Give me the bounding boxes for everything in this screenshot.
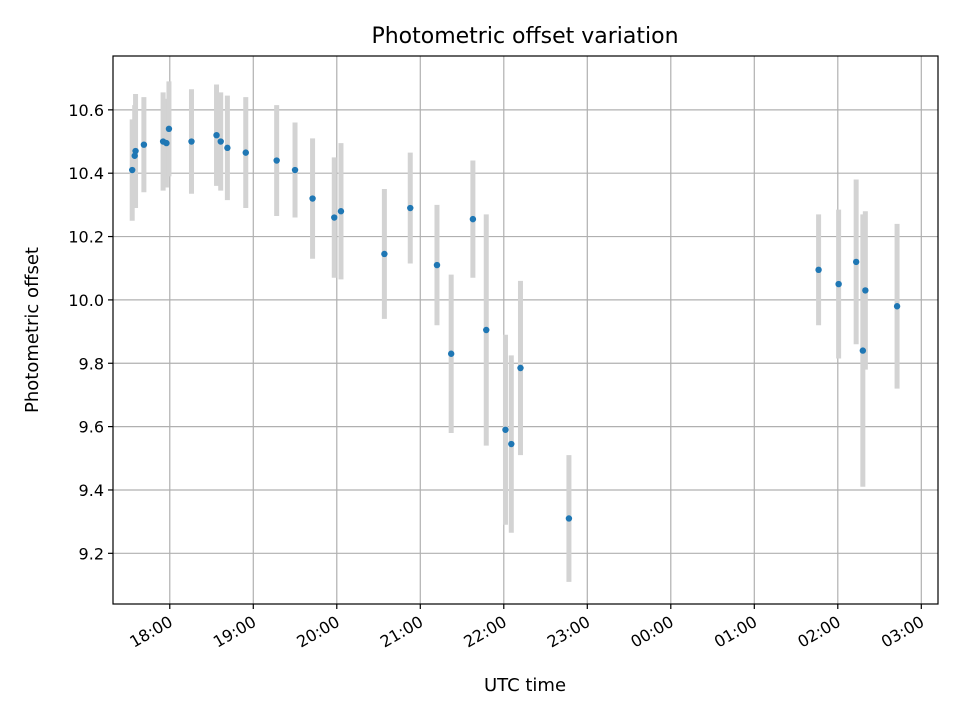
data-point: [433, 261, 441, 269]
y-tick-label: 9.4: [79, 481, 104, 500]
data-point: [213, 131, 220, 139]
x-tick-label: 18:00: [126, 612, 175, 652]
data-point: [140, 141, 148, 148]
data-points-layer: [129, 125, 901, 522]
data-point: [132, 147, 139, 155]
data-point: [835, 280, 842, 288]
data-point: [163, 139, 170, 147]
data-point: [291, 166, 299, 174]
data-point: [447, 350, 455, 357]
data-point: [852, 258, 860, 266]
y-axis-label: Photometric offset: [22, 247, 43, 413]
error-bars-layer: [129, 81, 900, 582]
data-point: [862, 287, 869, 294]
x-tick-label: 00:00: [627, 612, 676, 652]
data-point: [517, 364, 524, 372]
x-tick-label: 02:00: [794, 612, 843, 652]
chart-title: Photometric offset variation: [371, 24, 678, 49]
data-point: [188, 138, 195, 145]
data-point: [815, 266, 822, 274]
x-axis-label: UTC time: [484, 675, 566, 696]
x-tick-label: 20:00: [293, 612, 342, 652]
grid-layer: [113, 56, 938, 604]
data-point: [483, 326, 490, 334]
data-point: [217, 138, 224, 145]
y-tick-label: 9.2: [79, 544, 104, 563]
plot-frame: [112, 55, 939, 605]
y-tick-label: 10.6: [68, 101, 104, 120]
data-point: [565, 515, 573, 522]
x-tick-label: 23:00: [544, 612, 593, 652]
data-point: [337, 208, 345, 215]
y-tick-label: 10.2: [68, 228, 104, 247]
data-point: [309, 195, 316, 202]
y-tick-label: 10.0: [68, 291, 104, 310]
data-point: [381, 250, 388, 258]
y-tick-label: 10.4: [68, 164, 104, 183]
data-point: [224, 144, 231, 152]
data-point: [469, 215, 477, 223]
data-point: [502, 426, 509, 433]
x-tick-label: 21:00: [377, 612, 426, 652]
data-point: [129, 166, 136, 174]
x-tick-label: 03:00: [878, 612, 927, 652]
data-point: [331, 214, 338, 221]
x-tick-label: 22:00: [460, 612, 509, 652]
data-point: [407, 204, 414, 212]
data-point: [273, 157, 280, 164]
data-point: [165, 125, 173, 133]
data-point: [131, 152, 138, 159]
y-tick-label: 9.6: [79, 418, 104, 437]
ticks-layer: 9.2 9.4 9.6 9.8 10.0 10.2 10.4 10.6 18:00 19:00 20…: [68, 101, 927, 652]
x-tick-label: 01:00: [711, 612, 760, 652]
data-point: [242, 149, 249, 156]
y-tick-label: 9.8: [79, 354, 104, 373]
data-point: [508, 440, 515, 448]
data-point: [893, 303, 901, 310]
data-point: [859, 347, 867, 354]
x-tick-label: 19:00: [210, 612, 259, 652]
